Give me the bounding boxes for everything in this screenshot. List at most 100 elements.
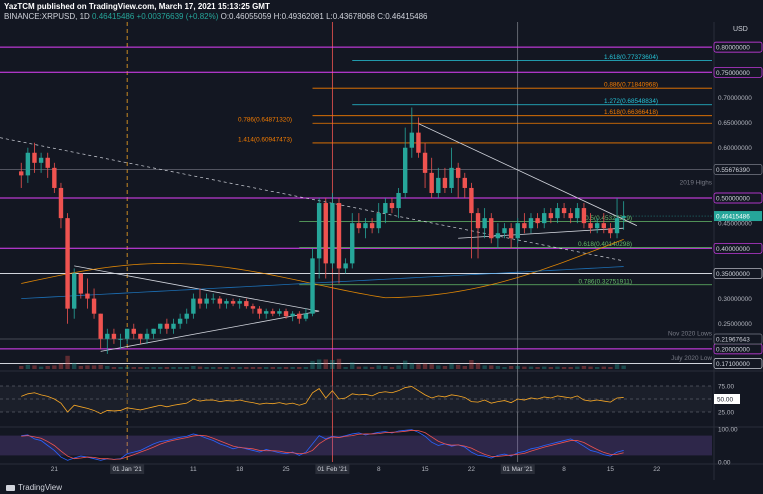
level-annotation: July 2020 Low xyxy=(671,355,712,362)
x-tick-highlight xyxy=(500,464,535,474)
candle-body xyxy=(594,223,600,229)
fib-label: 1.272(0.68548834) xyxy=(604,98,658,105)
candle-body xyxy=(263,311,269,314)
volume-bar xyxy=(383,366,388,369)
triangle-pattern xyxy=(74,265,320,352)
volume-bar xyxy=(171,367,176,369)
candle-body xyxy=(343,263,348,269)
price-tag xyxy=(713,242,763,254)
volume-bar xyxy=(542,366,547,369)
x-axis-tick: 22 xyxy=(653,466,661,473)
volume-bar xyxy=(455,364,461,369)
x-axis-tick: 8 xyxy=(562,466,566,473)
volume-bar xyxy=(237,367,242,369)
candle-body xyxy=(164,323,170,329)
candle-body xyxy=(581,208,587,224)
candle-body xyxy=(429,172,434,193)
candle-body xyxy=(85,293,90,299)
candle-body xyxy=(383,203,388,214)
candle-body xyxy=(502,228,507,234)
candle-body xyxy=(211,298,216,300)
volume-bar xyxy=(184,367,189,369)
candle-body xyxy=(65,218,70,309)
stoch-tick: 0.00 xyxy=(718,460,731,467)
x-axis-tick: 18 xyxy=(236,466,244,473)
price-tag xyxy=(713,66,763,78)
candle-body xyxy=(482,218,487,229)
fib-label: 0.786(0.32751911) xyxy=(578,278,632,285)
last-price-label: 0.46415486 xyxy=(716,214,750,221)
volume-bar xyxy=(224,367,229,369)
price-tag xyxy=(713,358,763,369)
volume-bar xyxy=(257,367,262,369)
fib-label: 0.886(0.71840968) xyxy=(604,82,658,89)
rsi-line xyxy=(21,386,624,415)
candle-body xyxy=(614,218,620,234)
candle-body xyxy=(244,301,249,307)
price-axis-tick: 0.65000000 xyxy=(718,120,752,127)
volume-bar xyxy=(436,365,441,369)
candle-body xyxy=(217,298,223,304)
volume-bar xyxy=(45,366,50,369)
volume-bar xyxy=(568,367,573,369)
volume-bar xyxy=(588,366,593,369)
volume-bar xyxy=(462,366,467,369)
x-axis-tick: 15 xyxy=(422,466,430,473)
symbol-ohlc-line: BINANCE:XRPUSD, 1D 0.46415486 +0.0037663… xyxy=(4,12,428,21)
candle-body xyxy=(118,338,123,340)
price-tag xyxy=(713,268,763,279)
volume-bar xyxy=(164,367,170,369)
volume-bar xyxy=(489,365,494,369)
candle-body xyxy=(52,167,57,188)
price-tag-label: 0.80000000 xyxy=(716,45,750,52)
candle-body xyxy=(91,298,97,314)
open-value: O:0.46055059 xyxy=(220,12,272,21)
volume-bar xyxy=(310,360,315,369)
volume-bar xyxy=(191,366,196,369)
volume-bar xyxy=(323,359,328,369)
volume-bar xyxy=(363,366,368,369)
candle-body xyxy=(522,223,527,229)
candle-body xyxy=(495,233,501,239)
stoch-tick: 100.00 xyxy=(718,427,738,434)
x-axis-tick: 11 xyxy=(190,466,197,473)
price-tag-label: 0.50000000 xyxy=(716,196,750,203)
fib-label: 1.618(0.77373604) xyxy=(604,54,658,61)
volume-bar xyxy=(58,363,64,369)
wedge-upper-line xyxy=(418,123,638,227)
low-value: L:0.43678068 xyxy=(326,12,375,21)
price-tag-label: 0.17100000 xyxy=(716,361,750,368)
candle-body xyxy=(515,223,520,239)
candle-body xyxy=(105,333,110,339)
candle-body xyxy=(171,323,176,329)
candle-body xyxy=(72,273,77,309)
x-axis-tick: 01 Mar '21 xyxy=(503,466,533,473)
volume-bar xyxy=(330,360,335,369)
candle-body xyxy=(621,216,626,218)
volume-bar xyxy=(263,367,269,369)
volume-bar xyxy=(356,366,362,369)
volume-bar xyxy=(230,367,236,369)
rsi-current-tag xyxy=(714,394,740,404)
descending-trendline xyxy=(0,137,624,262)
volume-bar xyxy=(85,365,90,369)
candle-body xyxy=(230,301,236,304)
candle-body xyxy=(316,203,322,259)
candle-body xyxy=(290,313,295,317)
candle-body xyxy=(184,313,189,319)
x-axis-tick: 25 xyxy=(282,466,290,473)
volume-bar xyxy=(343,367,348,369)
tradingview-logo-icon xyxy=(6,484,15,491)
candle-body xyxy=(548,213,554,219)
candle-body xyxy=(403,147,408,193)
volume-bar xyxy=(118,367,123,369)
candle-body xyxy=(608,228,613,234)
volume-bar xyxy=(621,365,626,369)
volume-bar xyxy=(376,365,381,369)
volume-bar xyxy=(78,366,84,369)
volume-bar xyxy=(316,359,322,369)
x-axis-tick: 01 Feb '21 xyxy=(317,466,347,473)
volume-bar xyxy=(131,367,136,369)
last-price: 0.46415486 xyxy=(92,12,135,21)
